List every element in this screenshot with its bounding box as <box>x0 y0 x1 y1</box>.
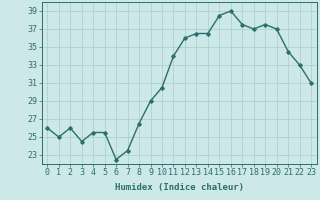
X-axis label: Humidex (Indice chaleur): Humidex (Indice chaleur) <box>115 183 244 192</box>
